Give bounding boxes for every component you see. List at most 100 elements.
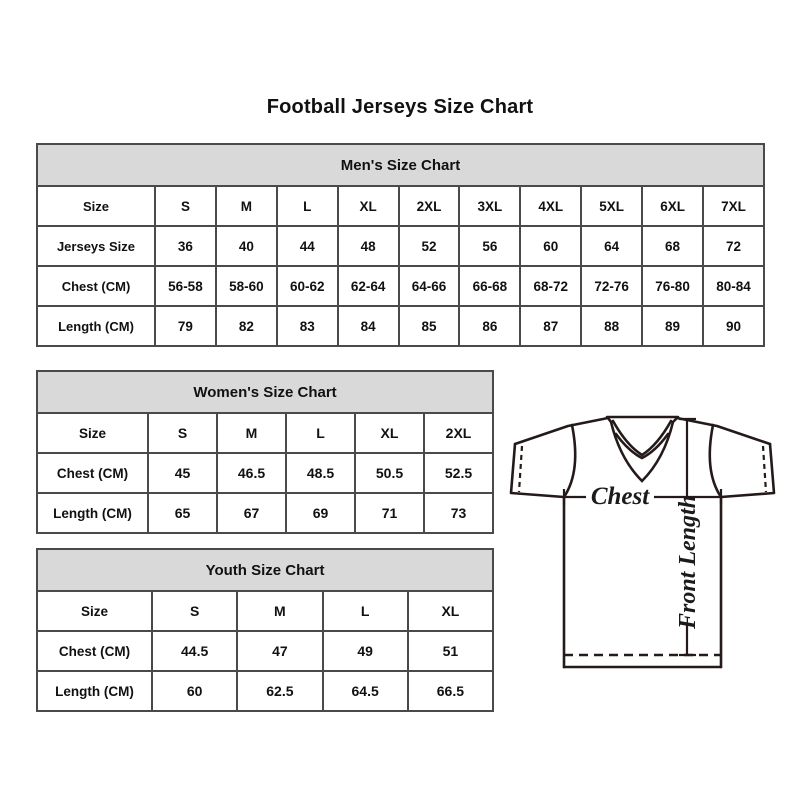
table-title-row: Men's Size Chart <box>36 143 765 187</box>
youth-data-cell: 62.5 <box>236 670 324 712</box>
mens-col-header: L <box>275 185 339 227</box>
table-row: Jerseys Size 36 40 44 48 52 56 60 64 68 … <box>36 225 765 267</box>
table-header-row: Size S M L XL 2XL <box>36 412 495 454</box>
youth-row-label: Chest (CM) <box>36 630 153 672</box>
mens-data-cell: 44 <box>275 225 339 267</box>
womens-table-title: Women's Size Chart <box>35 370 495 414</box>
womens-data-cell: 65 <box>147 492 218 534</box>
mens-data-cell: 90 <box>702 305 765 347</box>
mens-col-header: M <box>214 185 278 227</box>
mens-col-header: 3XL <box>458 185 522 227</box>
mens-data-cell: 48 <box>336 225 400 267</box>
youth-col-header: XL <box>406 590 495 632</box>
womens-data-cell: 73 <box>422 492 495 534</box>
youth-data-cell: 51 <box>406 630 495 672</box>
mens-table-title: Men's Size Chart <box>36 143 765 187</box>
womens-data-cell: 71 <box>354 492 425 534</box>
womens-data-cell: 69 <box>285 492 356 534</box>
mens-data-cell: 76-80 <box>641 265 705 307</box>
youth-data-cell: 66.5 <box>406 670 495 712</box>
womens-row-label: Length (CM) <box>36 492 149 534</box>
front-length-measure-line-icon <box>679 417 696 657</box>
mens-col-header: 2XL <box>397 185 461 227</box>
table-title-row: Women's Size Chart <box>35 370 495 414</box>
mens-data-cell: 72-76 <box>580 265 644 307</box>
mens-row-label: Jerseys Size <box>36 225 156 267</box>
youth-data-cell: 64.5 <box>321 670 409 712</box>
womens-data-cell: 52.5 <box>422 452 495 494</box>
table-title-row: Youth Size Chart <box>35 548 495 592</box>
mens-data-cell: 83 <box>275 305 339 347</box>
chest-label: Chest <box>591 483 650 510</box>
womens-col-header: 2XL <box>422 412 495 454</box>
page-title: Football Jerseys Size Chart <box>266 96 534 118</box>
mens-col-header: S <box>154 185 217 227</box>
shirt-outline-icon <box>509 416 776 669</box>
table-header-row: Size S M L XL <box>36 590 495 632</box>
womens-data-cell: 48.5 <box>285 452 356 494</box>
mens-data-cell: 64 <box>580 225 644 267</box>
table-row: Length (CM) 60 62.5 64.5 66.5 <box>36 670 495 712</box>
mens-data-cell: 72 <box>702 225 765 267</box>
mens-data-cell: 88 <box>580 305 644 347</box>
mens-data-cell: 84 <box>336 305 400 347</box>
mens-data-cell: 86 <box>458 305 522 347</box>
mens-col-header: 7XL <box>702 185 765 227</box>
mens-data-cell: 60 <box>519 225 583 267</box>
womens-data-cell: 67 <box>216 492 287 534</box>
mens-col-header: XL <box>336 185 400 227</box>
youth-corner-label: Size <box>36 590 153 632</box>
youth-row-label: Length (CM) <box>36 670 153 712</box>
youth-data-cell: 49 <box>321 630 409 672</box>
youth-col-header: S <box>150 590 239 632</box>
womens-size-chart-table: Women's Size Chart Size S M L XL 2XL Che… <box>35 370 495 534</box>
womens-row-label: Chest (CM) <box>36 452 149 494</box>
mens-size-chart-table: Men's Size Chart Size S M L XL 2XL 3XL 4… <box>36 143 765 347</box>
mens-data-cell: 68-72 <box>519 265 583 307</box>
mens-data-cell: 52 <box>397 225 461 267</box>
mens-col-header: 4XL <box>519 185 583 227</box>
mens-data-cell: 68 <box>641 225 705 267</box>
mens-data-cell: 56 <box>458 225 522 267</box>
table-row: Chest (CM) 56-58 58-60 60-62 62-64 64-66… <box>36 265 765 307</box>
mens-data-cell: 58-60 <box>214 265 278 307</box>
womens-data-cell: 45 <box>147 452 218 494</box>
table-row: Chest (CM) 44.5 47 49 51 <box>36 630 495 672</box>
youth-col-header: L <box>321 590 409 632</box>
table-header-row: Size S M L XL 2XL 3XL 4XL 5XL 6XL 7XL <box>36 185 765 227</box>
womens-col-header: S <box>147 412 218 454</box>
mens-data-cell: 64-66 <box>397 265 461 307</box>
youth-data-cell: 60 <box>150 670 239 712</box>
mens-data-cell: 60-62 <box>275 265 339 307</box>
womens-corner-label: Size <box>36 412 149 454</box>
mens-data-cell: 40 <box>214 225 278 267</box>
mens-data-cell: 36 <box>154 225 217 267</box>
mens-corner-label: Size <box>36 185 156 227</box>
womens-col-header: M <box>216 412 287 454</box>
mens-col-header: 6XL <box>641 185 705 227</box>
youth-data-cell: 47 <box>236 630 324 672</box>
front-length-label: Front Length <box>675 495 701 630</box>
mens-data-cell: 79 <box>154 305 217 347</box>
jersey-diagram: Chest Front Length <box>500 393 785 688</box>
table-row: Length (CM) 65 67 69 71 73 <box>36 492 495 534</box>
mens-data-cell: 66-68 <box>458 265 522 307</box>
table-row: Length (CM) 79 82 83 84 85 86 87 88 89 9… <box>36 305 765 347</box>
mens-col-header: 5XL <box>580 185 644 227</box>
mens-data-cell: 89 <box>641 305 705 347</box>
womens-col-header: L <box>285 412 356 454</box>
mens-data-cell: 82 <box>214 305 278 347</box>
youth-data-cell: 44.5 <box>150 630 239 672</box>
mens-data-cell: 56-58 <box>154 265 217 307</box>
mens-row-label: Length (CM) <box>36 305 156 347</box>
table-row: Chest (CM) 45 46.5 48.5 50.5 52.5 <box>36 452 495 494</box>
v-neck-collar-icon <box>605 415 680 483</box>
youth-col-header: M <box>236 590 324 632</box>
mens-data-cell: 80-84 <box>702 265 765 307</box>
mens-data-cell: 62-64 <box>336 265 400 307</box>
womens-col-header: XL <box>354 412 425 454</box>
mens-data-cell: 87 <box>519 305 583 347</box>
womens-data-cell: 46.5 <box>216 452 287 494</box>
youth-size-chart-table: Youth Size Chart Size S M L XL Chest (CM… <box>35 548 495 712</box>
mens-row-label: Chest (CM) <box>36 265 156 307</box>
